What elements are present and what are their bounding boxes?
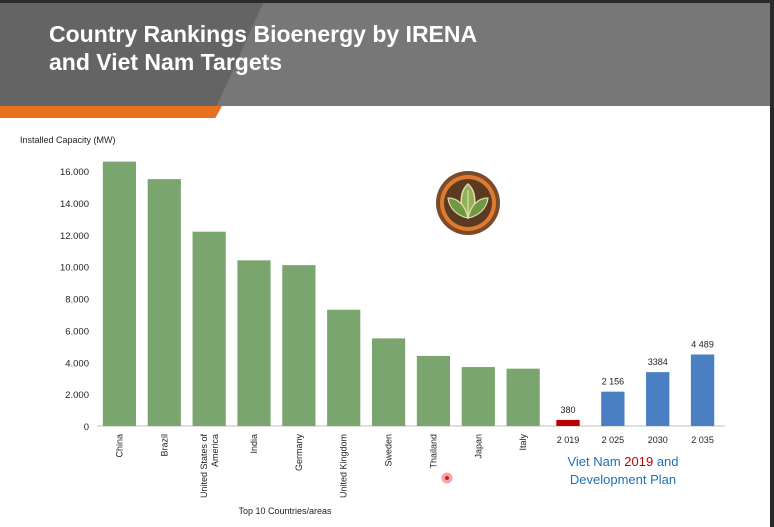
data-label: 3384 — [648, 357, 668, 367]
window-edge — [770, 0, 774, 527]
annotation-text-a: Viet Nam — [567, 454, 625, 469]
top-bar — [0, 0, 774, 3]
bar — [327, 309, 361, 426]
x-tick-label: 2 025 — [602, 435, 625, 445]
bar — [690, 354, 715, 426]
x-tick-label: Italy — [518, 434, 528, 451]
title-line-1: Country Rankings Bioenergy by IRENA — [49, 21, 478, 47]
data-label: 380 — [560, 405, 575, 415]
y-tick-label: 8.000 — [65, 295, 89, 306]
accent-strip — [0, 106, 222, 118]
x-tick-label: United Kingdom — [339, 434, 349, 498]
x-tick-label: Sweden — [384, 434, 394, 467]
x-tick-label: 2030 — [648, 435, 668, 445]
header-shade — [0, 3, 264, 106]
viet-nam-annotation: Viet Nam 2019 and Development Plan — [552, 453, 694, 489]
x-tick-label: China — [114, 434, 124, 458]
data-label: 2 156 — [602, 377, 625, 387]
annotation-text-b: and — [653, 454, 679, 469]
annotation-line-2: Development Plan — [569, 472, 677, 487]
y-tick-label: 16.000 — [60, 167, 89, 178]
leaf-emblem-icon — [436, 171, 500, 235]
bar — [102, 161, 137, 426]
bar — [237, 260, 271, 426]
x-tick-label: Japan — [473, 434, 483, 459]
bar — [601, 391, 625, 426]
slide-title: Country Rankings Bioenergy by IRENA and … — [49, 20, 477, 76]
y-axis-label: Installed Capacity (MW) — [20, 135, 116, 145]
bar — [506, 368, 540, 426]
bar — [282, 265, 316, 426]
y-tick-label: 2.000 — [65, 390, 89, 401]
y-tick-label: 0 — [84, 422, 89, 433]
y-tick-label: 4.000 — [65, 358, 89, 369]
bar — [147, 179, 181, 426]
bar — [371, 338, 406, 426]
y-tick-label: 14.000 — [60, 199, 89, 210]
bar — [646, 372, 670, 426]
x-axis-label: Top 10 Countries/areas — [238, 506, 332, 516]
x-tick-label: India — [249, 434, 259, 454]
title-line-2: and Viet Nam Targets — [49, 49, 283, 75]
x-tick-label: 2 019 — [557, 435, 580, 445]
bar — [192, 231, 226, 426]
pointer-cursor-icon — [441, 472, 453, 484]
x-tick-label: United States ofAmerica — [199, 434, 220, 499]
data-label: 4 489 — [691, 339, 714, 349]
bar — [461, 367, 495, 426]
y-tick-label: 12.000 — [60, 231, 89, 242]
x-tick-label: Germany — [294, 434, 304, 472]
y-tick-label: 10.000 — [60, 263, 89, 274]
x-tick-label: 2 035 — [691, 435, 714, 445]
bar — [416, 355, 451, 426]
y-tick-label: 6.000 — [65, 326, 89, 337]
x-tick-label: Thailand — [428, 434, 438, 469]
x-tick-label: Brazil — [159, 434, 169, 457]
annotation-year: 2019 — [624, 454, 654, 469]
bar — [556, 419, 580, 426]
